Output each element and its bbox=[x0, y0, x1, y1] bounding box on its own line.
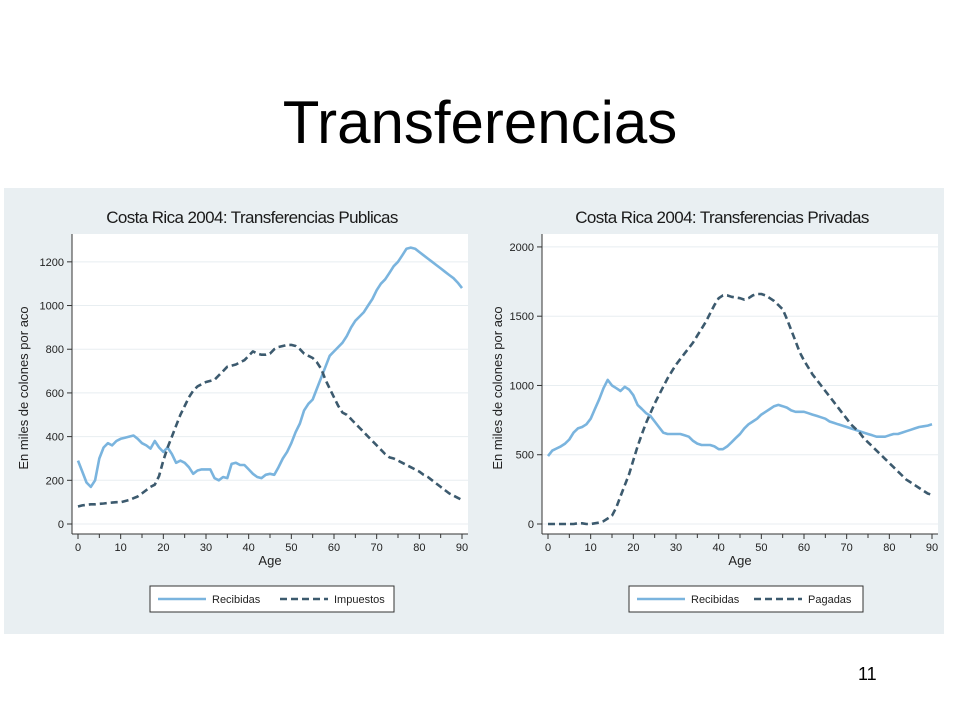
x-axis-label: Age bbox=[728, 553, 751, 568]
x-tick-label: 10 bbox=[585, 542, 597, 554]
series-line-pagadas bbox=[548, 292, 933, 526]
x-tick-label: 70 bbox=[841, 542, 853, 554]
y-tick-label: 2000 bbox=[510, 242, 534, 254]
y-tick-label: 600 bbox=[46, 388, 64, 400]
x-tick-label: 30 bbox=[200, 542, 212, 554]
x-axis-label: Age bbox=[258, 553, 281, 568]
legend-label-recibidas: Recibidas bbox=[691, 594, 740, 606]
x-tick-label: 0 bbox=[545, 542, 551, 554]
x-tick-label: 80 bbox=[883, 542, 895, 554]
x-tick-label: 90 bbox=[926, 542, 938, 554]
y-tick-label: 1200 bbox=[40, 257, 64, 269]
x-tick-label: 40 bbox=[713, 542, 725, 554]
series-line-impuestos bbox=[77, 343, 463, 508]
y-tick-label: 0 bbox=[528, 519, 534, 531]
y-tick-label: 500 bbox=[516, 450, 534, 462]
slide-title: Transferencias bbox=[282, 89, 678, 156]
plot-area bbox=[72, 234, 468, 534]
y-tick-label: 800 bbox=[46, 344, 64, 356]
legend-label-pagadas: Pagadas bbox=[808, 594, 852, 606]
series-line-recibidas bbox=[76, 246, 464, 489]
x-tick-label: 40 bbox=[243, 542, 255, 554]
x-tick-label: 30 bbox=[670, 542, 682, 554]
x-tick-label: 80 bbox=[413, 542, 425, 554]
x-tick-label: 50 bbox=[285, 542, 297, 554]
x-tick-label: 60 bbox=[328, 542, 340, 554]
chart-title: Costa Rica 2004: Transferencias Publicas bbox=[106, 208, 398, 227]
y-tick-label: 400 bbox=[46, 432, 64, 444]
x-tick-label: 70 bbox=[371, 542, 383, 554]
y-tick-label: 1000 bbox=[510, 380, 534, 392]
y-tick-label: 0 bbox=[58, 519, 64, 531]
x-tick-label: 20 bbox=[157, 542, 169, 554]
y-axis-label: En miles de colones por aco bbox=[16, 306, 31, 469]
y-axis-label: En miles de colones por aco bbox=[490, 306, 505, 469]
y-tick-label: 200 bbox=[46, 475, 64, 487]
legend-label-impuestos: Impuestos bbox=[334, 594, 385, 606]
x-tick-label: 10 bbox=[115, 542, 127, 554]
charts-panel: Costa Rica 2004: Transferencias Publicas… bbox=[4, 188, 944, 634]
legend-label-recibidas: Recibidas bbox=[212, 594, 261, 606]
series-line-recibidas bbox=[546, 378, 933, 457]
x-tick-label: 50 bbox=[755, 542, 767, 554]
plot-area bbox=[542, 234, 938, 534]
x-tick-label: 0 bbox=[75, 542, 81, 554]
y-tick-label: 1000 bbox=[40, 301, 64, 313]
x-tick-label: 90 bbox=[456, 542, 468, 554]
chart-title: Costa Rica 2004: Transferencias Privadas bbox=[575, 208, 869, 227]
x-tick-label: 60 bbox=[798, 542, 810, 554]
chart-transferencias-publicas: Costa Rica 2004: Transferencias Publicas… bbox=[16, 208, 468, 613]
x-tick-label: 20 bbox=[627, 542, 639, 554]
page-number: 11 bbox=[858, 664, 877, 684]
chart-transferencias-privadas: Costa Rica 2004: Transferencias Privadas… bbox=[490, 208, 938, 613]
y-tick-label: 1500 bbox=[510, 311, 534, 323]
